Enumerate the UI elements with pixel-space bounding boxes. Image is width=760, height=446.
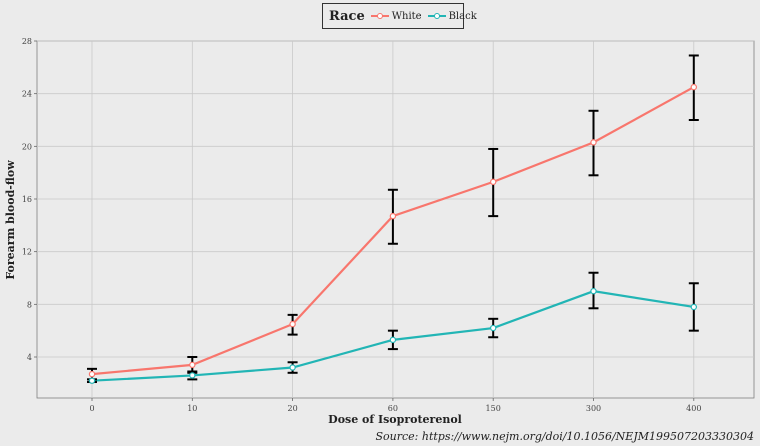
- y-tick-label: 16: [22, 195, 32, 204]
- data-point-white: [189, 361, 196, 369]
- x-tick-label: 300: [586, 404, 601, 413]
- data-point-black: [690, 303, 698, 311]
- x-tick-label: 0: [89, 404, 94, 413]
- y-tick-label: 28: [22, 37, 32, 46]
- data-point-black: [289, 364, 296, 371]
- error-bars: [87, 54, 699, 384]
- legend-item-black: Black: [427, 10, 477, 22]
- data-point-white: [289, 320, 296, 328]
- x-axis-label: Dose of Isoproterenol: [328, 413, 462, 426]
- series-points: [88, 83, 698, 384]
- y-tick-label: 12: [22, 248, 32, 257]
- data-point-black: [88, 377, 96, 384]
- legend-key-white: [370, 11, 389, 21]
- data-point-black: [189, 372, 196, 379]
- y-tick-label: 24: [22, 90, 32, 99]
- gridlines: [37, 40, 754, 398]
- y-axis-label: Forearm blood-flow: [4, 160, 17, 280]
- source-caption: Source: https://www.nejm.org/doi/10.1056…: [375, 430, 755, 443]
- axes: 4 8 12 16 20 24 28 0 10 20 60 150 300 400: [22, 37, 702, 413]
- x-tick-label: 60: [388, 404, 398, 413]
- data-point-black: [389, 336, 397, 344]
- legend-label-black: Black: [448, 10, 477, 22]
- data-point-black: [590, 287, 597, 295]
- data-point-white: [490, 178, 497, 186]
- plot-panel: [36, 40, 755, 399]
- y-tick-label: 4: [27, 353, 32, 362]
- data-point-white: [590, 139, 597, 146]
- y-tick-label: 8: [27, 300, 32, 309]
- x-tick-label: 20: [288, 404, 298, 413]
- legend-key-black: [427, 11, 446, 21]
- x-tick-label: 10: [187, 404, 197, 413]
- legend-item-white: White: [370, 10, 422, 22]
- data-point-white: [88, 370, 96, 378]
- data-point-white: [690, 83, 698, 91]
- data-point-black: [490, 324, 497, 332]
- y-tick-label: 20: [22, 142, 32, 151]
- legend-title: Race: [329, 8, 365, 24]
- legend-label-white: White: [391, 10, 422, 22]
- x-tick-label: 150: [486, 404, 501, 413]
- legend: Race White Black: [322, 3, 477, 29]
- data-point-white: [389, 212, 397, 220]
- x-tick-label: 400: [686, 404, 701, 413]
